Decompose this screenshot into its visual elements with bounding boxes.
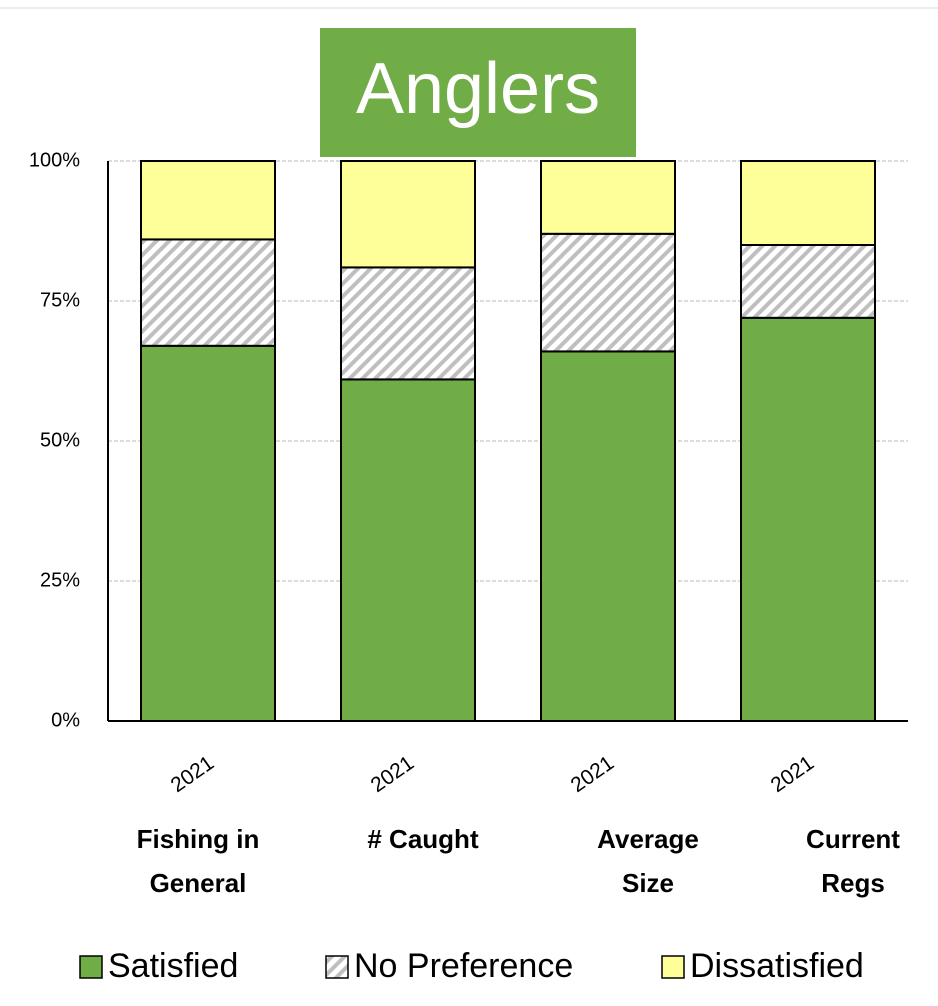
group-label-line: Current [806, 824, 900, 854]
group-label: Fishing in General [137, 824, 260, 898]
legend-label: No Preference [354, 947, 573, 985]
y-tick-label: 0% [51, 709, 80, 731]
bar-segment [740, 316, 876, 722]
x-tick-label: 2021 [767, 751, 818, 797]
bar-segment [340, 378, 476, 722]
legend-label: Satisfied [108, 947, 238, 985]
group-label-line: Average [597, 824, 699, 854]
bar-segment [140, 344, 276, 722]
legend-swatch [79, 955, 103, 979]
group-label: Current Regs [806, 824, 900, 898]
legend-swatch [661, 955, 685, 979]
chart-title: Anglers [356, 49, 600, 129]
bar-segment [540, 350, 676, 722]
group-label-line: Regs [821, 868, 885, 898]
bar-segment [540, 160, 676, 235]
bar-segment [740, 160, 876, 246]
x-tick-label: 2021 [367, 751, 418, 797]
bar-segment [140, 160, 276, 241]
y-tick-label: 50% [40, 429, 80, 451]
bar-segment [340, 160, 476, 269]
group-label-line: Size [622, 868, 674, 898]
x-tick-label: 2021 [167, 751, 218, 797]
group-label: Average Size [597, 824, 699, 898]
group-label: # Caught [367, 824, 479, 854]
y-tick-label: 100% [29, 149, 80, 171]
group-label-line: Fishing in [137, 824, 260, 854]
bar-segment [540, 232, 676, 353]
bar-segment [140, 238, 276, 347]
legend-label: Dissatisfied [690, 947, 864, 985]
legend-swatch [325, 955, 349, 979]
bar-segment [740, 244, 876, 319]
group-label-line: # Caught [367, 824, 479, 854]
x-tick-label: 2021 [567, 751, 618, 797]
bar-segment [340, 266, 476, 381]
y-tick-label: 75% [40, 289, 80, 311]
title-box [320, 28, 636, 157]
group-label-line: General [150, 868, 247, 898]
y-tick-label: 25% [40, 569, 80, 591]
